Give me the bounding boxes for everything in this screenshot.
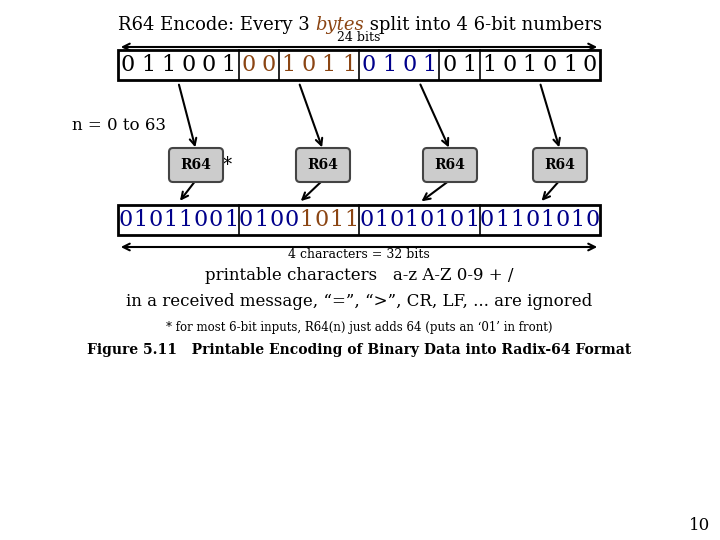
- Text: R64: R64: [307, 158, 338, 172]
- Text: 0: 0: [148, 209, 163, 231]
- Text: 0: 0: [314, 209, 328, 231]
- Text: 0: 0: [480, 209, 494, 231]
- Text: 1: 1: [221, 54, 235, 76]
- Text: 1: 1: [495, 209, 509, 231]
- Text: 0: 0: [121, 54, 135, 76]
- Text: 0: 0: [402, 54, 416, 76]
- Text: 1: 1: [563, 54, 577, 76]
- Text: 0: 0: [442, 54, 456, 76]
- Text: R64 Encode: Every 3: R64 Encode: Every 3: [118, 16, 315, 34]
- Text: Figure 5.11   Printable Encoding of Binary Data into Radix-64 Format: Figure 5.11 Printable Encoding of Binary…: [87, 343, 631, 357]
- Text: 1: 1: [161, 54, 175, 76]
- Text: R64: R64: [435, 158, 465, 172]
- Text: 1: 1: [342, 54, 356, 76]
- Text: bytes: bytes: [315, 16, 364, 34]
- Text: 0: 0: [543, 54, 557, 76]
- Text: 1: 1: [300, 209, 313, 231]
- Text: 0: 0: [582, 54, 597, 76]
- Text: 1: 1: [382, 54, 396, 76]
- Text: 1: 1: [570, 209, 585, 231]
- Text: 0: 0: [209, 209, 223, 231]
- FancyBboxPatch shape: [296, 148, 350, 182]
- Text: 4 characters = 32 bits: 4 characters = 32 bits: [288, 248, 430, 261]
- Text: 0: 0: [555, 209, 570, 231]
- Text: 1: 1: [329, 209, 343, 231]
- Text: 1: 1: [374, 209, 389, 231]
- Text: 1: 1: [254, 209, 268, 231]
- Text: 10: 10: [689, 517, 711, 535]
- Text: 0: 0: [202, 54, 215, 76]
- Text: printable characters   a-z A-Z 0-9 + /: printable characters a-z A-Z 0-9 + /: [204, 267, 513, 284]
- Text: n = 0 to 63: n = 0 to 63: [72, 117, 166, 133]
- FancyBboxPatch shape: [118, 205, 600, 235]
- Text: 24 bits: 24 bits: [337, 31, 381, 44]
- Text: 1: 1: [282, 54, 296, 76]
- Text: 0: 0: [241, 54, 256, 76]
- FancyBboxPatch shape: [423, 148, 477, 182]
- Text: 0: 0: [181, 54, 195, 76]
- Text: 1: 1: [322, 54, 336, 76]
- Text: *: *: [223, 156, 232, 174]
- FancyBboxPatch shape: [118, 50, 600, 80]
- Text: 1: 1: [141, 54, 156, 76]
- Text: 0: 0: [585, 209, 600, 231]
- Text: 0: 0: [362, 54, 376, 76]
- Text: 0: 0: [261, 54, 276, 76]
- Text: 0: 0: [194, 209, 208, 231]
- Text: R64: R64: [544, 158, 575, 172]
- Text: 1: 1: [344, 209, 359, 231]
- Text: 0: 0: [302, 54, 316, 76]
- Text: 1: 1: [462, 54, 477, 76]
- Text: 0: 0: [525, 209, 539, 231]
- Text: 1: 1: [482, 54, 497, 76]
- FancyBboxPatch shape: [169, 148, 223, 182]
- Text: R64: R64: [181, 158, 212, 172]
- Text: 1: 1: [465, 209, 479, 231]
- Text: 0: 0: [420, 209, 434, 231]
- Text: 1: 1: [405, 209, 419, 231]
- Text: 0: 0: [450, 209, 464, 231]
- Text: in a received message, “=”, “>”, CR, LF, ... are ignored: in a received message, “=”, “>”, CR, LF,…: [126, 294, 592, 310]
- Text: 0: 0: [359, 209, 374, 231]
- Text: 1: 1: [179, 209, 193, 231]
- Text: 0: 0: [503, 54, 517, 76]
- Text: 0: 0: [390, 209, 404, 231]
- Text: 1: 1: [540, 209, 554, 231]
- Text: 1: 1: [163, 209, 178, 231]
- Text: 0: 0: [284, 209, 298, 231]
- Text: 1: 1: [224, 209, 238, 231]
- Text: 0: 0: [239, 209, 253, 231]
- Text: 1: 1: [133, 209, 148, 231]
- Text: 1: 1: [510, 209, 524, 231]
- Text: * for most 6-bit inputs, R64(n) just adds 64 (puts an ‘01’ in front): * for most 6-bit inputs, R64(n) just add…: [166, 321, 552, 334]
- Text: 1: 1: [422, 54, 436, 76]
- Text: 1: 1: [435, 209, 449, 231]
- Text: 0: 0: [118, 209, 132, 231]
- Text: split into 4 6-bit numbers: split into 4 6-bit numbers: [364, 16, 602, 34]
- FancyBboxPatch shape: [533, 148, 587, 182]
- Text: 0: 0: [269, 209, 283, 231]
- Text: 1: 1: [523, 54, 537, 76]
